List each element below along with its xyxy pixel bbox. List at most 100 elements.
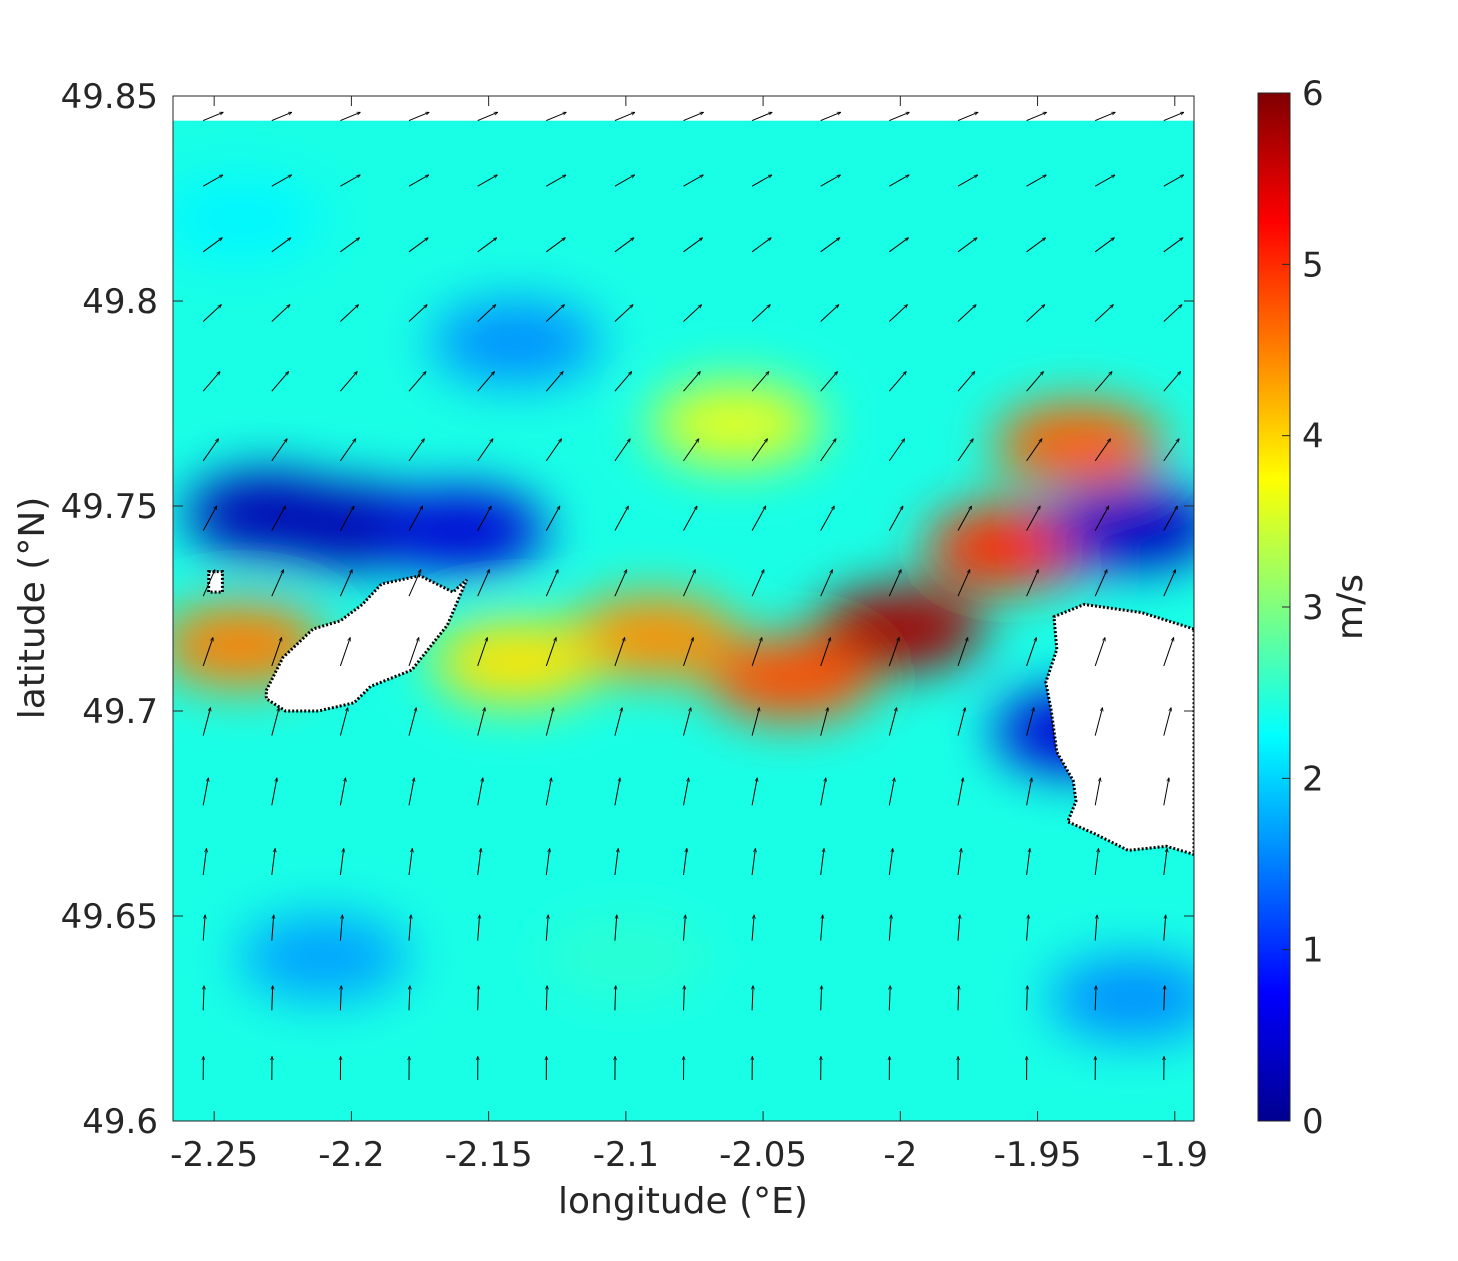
current-vector <box>409 986 410 1011</box>
current-vector <box>477 506 492 531</box>
current-vector <box>958 986 959 1011</box>
current-vector <box>820 372 838 392</box>
current-vector <box>1094 305 1113 322</box>
current-vector <box>751 372 769 392</box>
current-vector <box>888 439 904 462</box>
current-vector <box>820 778 826 806</box>
current-vector <box>1164 986 1165 1011</box>
heatmap-region <box>184 472 355 557</box>
island-east-land <box>1044 602 1194 857</box>
current-vector <box>888 708 896 736</box>
current-vector <box>271 506 286 531</box>
current-vector <box>614 708 622 736</box>
islet-land <box>207 570 224 594</box>
current-vector <box>751 112 772 122</box>
current-vector <box>339 506 354 531</box>
current-vector <box>1163 708 1171 736</box>
heatmap-region <box>1048 484 1194 569</box>
current-vector <box>683 570 696 597</box>
current-vector <box>957 506 972 531</box>
current-vector <box>271 372 289 392</box>
current-vector <box>1163 112 1184 122</box>
heatmap-region <box>238 915 409 999</box>
current-vector <box>1163 238 1183 253</box>
current-vector <box>889 238 908 253</box>
current-vector <box>339 849 343 876</box>
current-vector <box>477 112 498 122</box>
current-vector <box>477 372 495 392</box>
current-vector <box>683 305 702 322</box>
current-vector <box>888 570 901 597</box>
current-vector <box>546 175 566 187</box>
current-vector <box>820 570 833 597</box>
current-vector <box>614 238 634 253</box>
heatmap-region <box>540 915 711 999</box>
current-vector <box>820 238 840 253</box>
current-vector <box>202 570 215 597</box>
current-vector <box>202 175 223 187</box>
current-vector <box>683 708 691 736</box>
current-vector <box>683 778 689 806</box>
current-vector <box>271 439 287 462</box>
current-vector <box>202 372 220 392</box>
current-vector <box>957 708 965 736</box>
current-vector <box>202 506 217 531</box>
current-vector <box>614 778 620 806</box>
current-vector <box>1095 986 1096 1011</box>
current-vector <box>1094 638 1105 667</box>
current-vector <box>272 986 273 1011</box>
colorbar-label: m/s <box>1330 574 1371 640</box>
current-vector <box>408 778 414 806</box>
no-data-band <box>173 96 1194 121</box>
current-vector <box>1026 708 1034 736</box>
current-vector <box>408 305 427 322</box>
current-vector <box>271 708 279 736</box>
current-vector <box>684 986 685 1011</box>
current-vector <box>820 915 823 941</box>
current-vector <box>545 708 553 736</box>
current-vector <box>408 638 419 667</box>
current-vector <box>614 175 635 187</box>
current-vector <box>820 506 835 531</box>
current-vector <box>271 175 292 187</box>
heatmap-region <box>650 382 821 466</box>
heatmap-region <box>431 300 602 384</box>
heatmap-regions <box>173 177 1194 1040</box>
current-vector <box>1026 915 1029 941</box>
current-vector <box>1094 439 1110 462</box>
current-vector <box>820 849 824 876</box>
current-vector <box>1163 638 1174 667</box>
current-vector <box>1026 439 1042 462</box>
current-vector <box>477 439 493 462</box>
current-vector <box>339 570 352 597</box>
current-vector <box>408 439 424 462</box>
current-vector <box>889 986 890 1011</box>
current-vector <box>683 915 686 941</box>
current-vectors <box>202 112 1184 1081</box>
current-vector <box>751 638 762 667</box>
current-vector <box>889 175 909 187</box>
colorbar-tick-label: 1 <box>1302 931 1324 971</box>
current-vector <box>546 112 566 122</box>
current-vector <box>1163 506 1178 531</box>
current-vector <box>615 986 616 1011</box>
current-vector <box>477 305 496 322</box>
current-vector <box>1163 372 1181 392</box>
current-vector <box>1026 238 1046 253</box>
current-vector <box>408 915 411 941</box>
current-vector <box>271 778 277 806</box>
current-vector <box>614 305 633 322</box>
y-axis-ticks: 49.6 49.65 49.7 49.75 49.8 49.85 <box>61 77 1194 1142</box>
heatmap-region <box>568 595 739 680</box>
current-vector <box>820 112 841 122</box>
current-vector <box>957 778 963 806</box>
x-tick-label: -2.2 <box>318 1135 384 1175</box>
heatmap-region <box>431 619 602 704</box>
current-vector <box>545 570 558 597</box>
current-vector <box>614 849 618 876</box>
current-vector <box>957 305 976 322</box>
current-vector <box>339 915 342 941</box>
current-vector <box>546 238 565 253</box>
current-vector <box>203 986 204 1011</box>
